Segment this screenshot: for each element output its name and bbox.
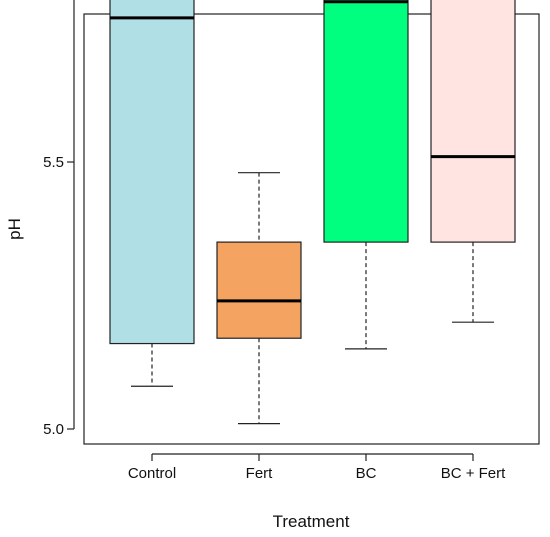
x-tick-label: Fert [246, 465, 274, 482]
iqr-box [323, 0, 409, 243]
iqr-box [216, 241, 302, 339]
x-tick-label: Control [128, 465, 176, 482]
y-tick-label: 5.5 [43, 154, 64, 171]
iqr-box [109, 0, 195, 345]
x-tick-label: BC [356, 465, 377, 482]
y-tick-label: 5.0 [43, 421, 64, 438]
box-bc [323, 0, 409, 350]
x-tick-label: BC + Fert [441, 465, 506, 482]
x-axis: Control Fert BC BC + Fert [128, 453, 506, 482]
box-control [109, 0, 195, 387]
plot-frame [83, 13, 540, 445]
y-axis-title: pH [5, 218, 24, 240]
boxes-group [109, 0, 516, 425]
iqr-box [430, 0, 516, 243]
x-axis-title: Treatment [273, 512, 350, 531]
box-bc-fert [430, 0, 516, 323]
box-fert [216, 172, 302, 425]
y-axis: 5.05.56.06.5 [43, 0, 75, 438]
